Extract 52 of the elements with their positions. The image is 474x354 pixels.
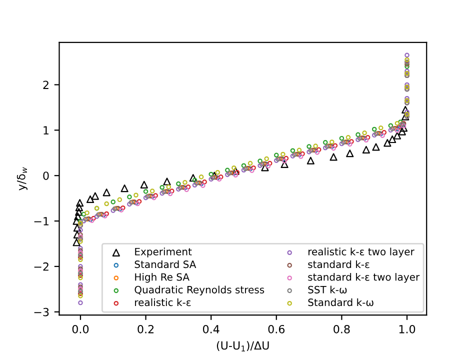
- point: [72, 238, 80, 246]
- point: [362, 146, 370, 154]
- point: [330, 153, 338, 161]
- point: [72, 217, 80, 225]
- point: [86, 195, 94, 204]
- point: [102, 188, 110, 196]
- x-axis-title: (U-U$_{1}$)/ΔU: [216, 341, 269, 352]
- point: [120, 184, 128, 192]
- point: [75, 204, 83, 212]
- point: [189, 174, 197, 182]
- y-axis-title: y/δ$_{w}$: [16, 167, 28, 190]
- x-tick-label: 0.6: [268, 324, 285, 334]
- point: [91, 192, 99, 200]
- y-tick-label: 2: [43, 80, 48, 89]
- point: [402, 106, 410, 114]
- legend-label: SST k-ω: [308, 286, 347, 294]
- point: [163, 178, 171, 186]
- point: [388, 135, 396, 144]
- legend-label: realistic k-ε: [135, 298, 191, 306]
- x-tick-label: 0.8: [334, 324, 350, 334]
- point: [398, 128, 406, 136]
- point: [372, 143, 380, 151]
- legend-label: Experiment: [135, 248, 192, 258]
- point: [393, 132, 402, 140]
- legend-label: Quadratic Reynolds stress: [134, 286, 264, 296]
- legend-label: realistic k-ε two layer: [308, 248, 414, 258]
- x-tick-label: 0.0: [72, 324, 89, 334]
- point: [280, 160, 288, 168]
- legend-label: Standard k-ω: [308, 298, 374, 306]
- y-tick-label: −1: [34, 217, 48, 226]
- x-tick-label: 0.4: [202, 324, 220, 334]
- point: [74, 212, 82, 220]
- x-tick-label: 0.2: [138, 324, 154, 334]
- y-tick-label: 0: [43, 172, 49, 180]
- legend-label: standard k-ε: [308, 260, 370, 268]
- y-tick-label: 1: [44, 126, 48, 134]
- point: [140, 180, 148, 188]
- point: [73, 230, 82, 238]
- point: [306, 156, 314, 164]
- y-tick-label: −3: [34, 308, 49, 316]
- point: [402, 112, 410, 120]
- point: [75, 208, 83, 216]
- y-tick-label: −2: [34, 262, 48, 271]
- legend-label: Standard SA: [134, 260, 196, 268]
- point: [261, 164, 269, 172]
- point: [384, 139, 392, 147]
- point: [73, 224, 82, 232]
- point: [76, 199, 84, 207]
- point: [346, 150, 354, 158]
- x-tick-label: 1.0: [399, 324, 416, 334]
- legend-label: standard k-ε two layer: [308, 273, 420, 283]
- legend-label: High Re SA: [135, 273, 190, 283]
